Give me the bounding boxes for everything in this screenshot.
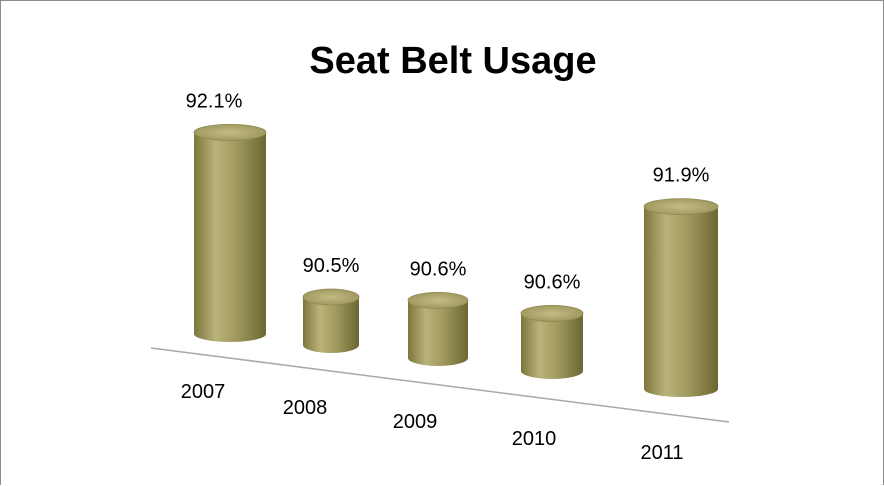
bar-2009 bbox=[407, 291, 469, 366]
data-label: 90.6% bbox=[410, 258, 467, 280]
bars-layer bbox=[193, 123, 719, 397]
data-label: 90.5% bbox=[303, 255, 360, 277]
bar-body bbox=[644, 206, 718, 397]
x-tick-label: 2008 bbox=[283, 397, 328, 419]
x-axis-line bbox=[150, 347, 730, 423]
ticks-layer: 2007 2008 2009 2010 2011 bbox=[181, 381, 684, 464]
labels-layer: 92.1% 90.5% 90.6% 90.6% 91.9% bbox=[186, 90, 710, 293]
bar-2010 bbox=[520, 304, 584, 379]
bar-body bbox=[194, 132, 266, 342]
bar-top bbox=[302, 288, 360, 306]
bar-top bbox=[193, 123, 267, 141]
bar-body bbox=[303, 297, 359, 353]
bar-2007 bbox=[193, 123, 267, 342]
x-tick-label: 2007 bbox=[181, 381, 226, 403]
bar-2008 bbox=[302, 288, 360, 353]
x-tick-label: 2011 bbox=[640, 442, 683, 464]
x-tick-label: 2009 bbox=[393, 411, 438, 433]
x-tick-label: 2010 bbox=[512, 428, 557, 450]
bar-top bbox=[520, 304, 584, 322]
data-label: 92.1% bbox=[186, 90, 243, 112]
bar-top bbox=[643, 198, 719, 216]
chart-title: Seat Belt Usage bbox=[309, 40, 596, 82]
bar-top bbox=[407, 291, 469, 309]
data-label: 91.9% bbox=[653, 165, 710, 187]
bar-body bbox=[408, 300, 468, 366]
data-label: 90.6% bbox=[524, 271, 581, 293]
bar-body bbox=[521, 313, 583, 379]
bar-2011 bbox=[643, 198, 719, 397]
